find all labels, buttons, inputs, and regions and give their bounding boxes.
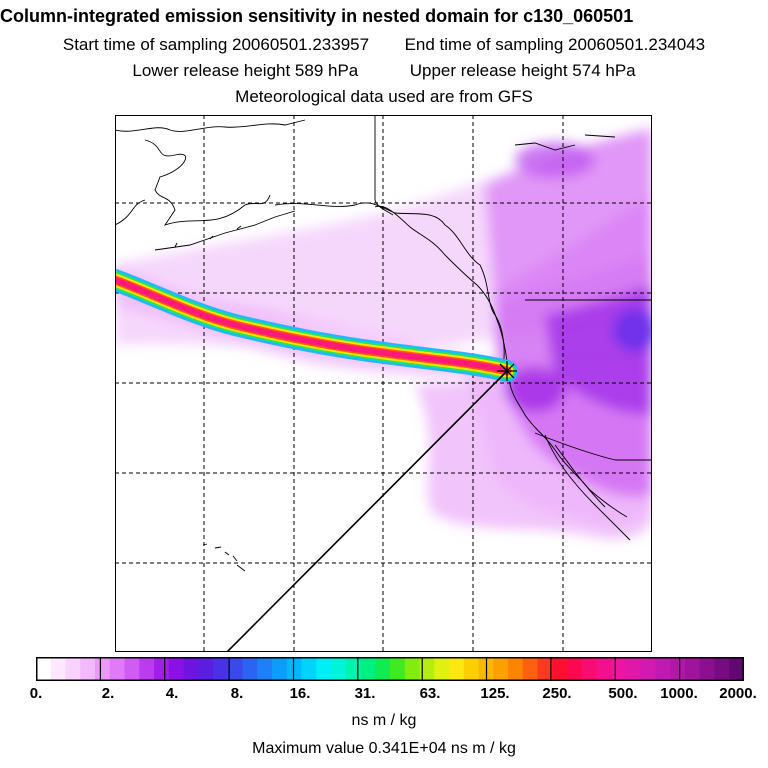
emission-sensitivity-map <box>115 115 652 652</box>
colorbar-cell <box>522 657 539 681</box>
sensitivity-high-core <box>613 308 652 352</box>
colorbar-cell <box>567 657 583 681</box>
end-time-label: End time of sampling 20060501.234043 <box>404 35 706 54</box>
colorbar-cell <box>272 657 288 681</box>
colorbar-cell <box>375 657 391 681</box>
colorbar-tick-label: 31. <box>354 685 376 702</box>
colorbar-cell <box>699 657 716 681</box>
colorbar-tick-label: 125. <box>480 685 510 702</box>
colorbar-cell <box>493 657 509 681</box>
colorbar-cell <box>316 657 332 681</box>
colorbar-cell <box>655 657 671 681</box>
colorbar-cell <box>729 657 744 681</box>
colorbar-cell <box>301 657 317 681</box>
colorbar-tick-label: 2000. <box>719 685 757 702</box>
map-frame <box>115 115 652 652</box>
lower-release-label: Lower release height 589 hPa <box>132 61 359 80</box>
colorbar-cell <box>36 657 52 681</box>
map-title: Column-integrated emission sensitivity i… <box>0 6 634 26</box>
colorbar-cell <box>360 657 376 681</box>
flight-track-line <box>226 370 508 652</box>
colorbar-cell <box>611 657 627 681</box>
maximum-value-label: Maximum value 0.341E+04 ns m / kg <box>252 740 516 757</box>
colorbar-cell <box>581 657 598 681</box>
release-heights: Lower release height 589 hPa Upper relea… <box>0 61 768 81</box>
plume-core <box>115 277 510 374</box>
colorbar-cell <box>242 657 258 681</box>
colorbar-cell <box>596 657 612 681</box>
colorbar-cell <box>154 657 170 681</box>
colorbar <box>36 657 744 681</box>
colorbar-cell <box>434 657 450 681</box>
alaska-coastline <box>115 115 505 378</box>
colorbar-units: ns m / kg <box>351 712 417 729</box>
sensitivity-high-north <box>515 142 595 178</box>
colorbar-tick-label: 63. <box>419 685 441 702</box>
colorbar-tick-label: 0. <box>29 685 43 702</box>
colorbar-cell <box>419 657 435 681</box>
colorbar-cell <box>198 657 214 681</box>
colorbar-cell <box>404 657 421 681</box>
colorbar-cell <box>508 657 524 681</box>
plume-trajectory <box>115 269 518 382</box>
colorbar-cell <box>626 657 642 681</box>
colorbar-cell <box>257 657 273 681</box>
us-mexico-border <box>534 432 652 461</box>
colorbar-cell <box>80 657 96 681</box>
colorbar-cell <box>640 657 657 681</box>
colorbar-tick-labels: 0. 2. 4. 8. 16. 31. 63. 125. 250. 500. 1… <box>0 685 768 707</box>
alaska-canada-border <box>374 115 394 216</box>
colorbar-cell <box>390 657 406 681</box>
colorbar-cell <box>331 657 347 681</box>
colorbar-cell <box>286 657 303 681</box>
colorbar-cell <box>168 657 185 681</box>
colorbar-tick-label: 500. <box>608 685 638 702</box>
colorbar-cell <box>537 657 553 681</box>
baja-peninsula <box>544 434 631 541</box>
colorbar-cell <box>685 657 701 681</box>
colorbar-tick-label: 2. <box>101 685 115 702</box>
colorbar-cell <box>109 657 126 681</box>
colorbar-tick-label: 4. <box>165 685 179 702</box>
aleutian-islands <box>154 210 296 251</box>
colorbar-cell <box>227 657 244 681</box>
colorbar-tick-label: 16. <box>289 685 311 702</box>
west-coast <box>374 205 628 518</box>
colorbar-cell <box>670 657 686 681</box>
receptor-star-icon <box>497 361 517 381</box>
met-data-label: Meteorological data used are from GFS <box>235 87 533 106</box>
colorbar-cell <box>183 657 199 681</box>
northern-lakes <box>514 134 616 151</box>
lat-lon-grid <box>115 115 652 652</box>
colorbar-cell <box>449 657 465 681</box>
colorbar-cell <box>124 657 140 681</box>
colorbar-tick-label: 8. <box>230 685 244 702</box>
coastlines <box>115 115 652 572</box>
colorbar-cell <box>463 657 480 681</box>
colorbar-cell <box>50 657 67 681</box>
colorbar-tick-label: 250. <box>542 685 572 702</box>
hawaii-islands <box>202 543 246 572</box>
colorbar-cell <box>213 657 229 681</box>
gulf-of-california <box>554 444 606 508</box>
colorbar-cell <box>95 657 111 681</box>
sensitivity-mid-northeast <box>485 130 652 305</box>
sensitivity-high-coast <box>505 368 565 412</box>
colorbar-cell <box>65 657 81 681</box>
sampling-times: Start time of sampling 20060501.233957 E… <box>0 35 768 55</box>
colorbar-cell <box>345 657 362 681</box>
colorbar-cell <box>714 657 730 681</box>
upper-release-label: Upper release height 574 hPa <box>409 61 636 80</box>
colorbar-tick-label: 1000. <box>660 685 698 702</box>
colorbar-cell <box>552 657 568 681</box>
start-time-label: Start time of sampling 20060501.233957 <box>62 35 370 54</box>
colorbar-cell <box>139 657 155 681</box>
